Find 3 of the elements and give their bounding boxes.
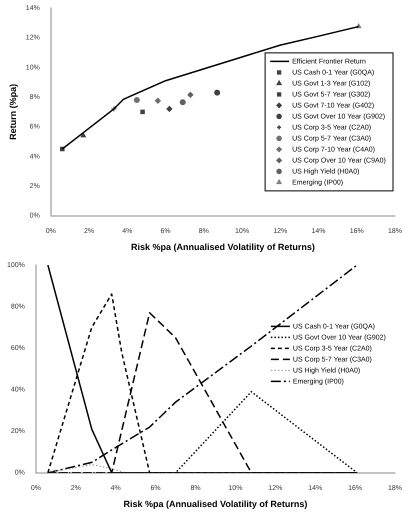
x-axis-title: Risk %pa (Annualised Volatility of Returns) — [130, 242, 315, 252]
y-axis-title: Return (%pa) — [8, 84, 18, 140]
x-axis-title: Risk %pa (Annualised Volatility of Returns) — [124, 499, 308, 510]
